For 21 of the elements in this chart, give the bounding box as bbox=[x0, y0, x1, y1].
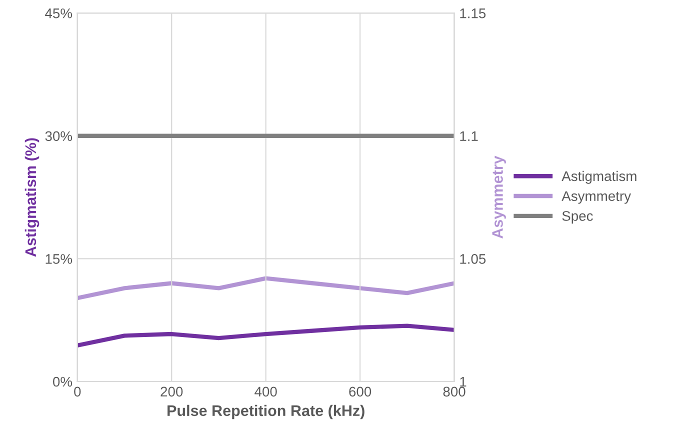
x-tick-label: 400 bbox=[254, 386, 277, 397]
legend-label: Spec bbox=[562, 211, 593, 224]
y-tick-label: 0% bbox=[53, 376, 72, 387]
y-tick-label: 15% bbox=[46, 254, 72, 264]
legend-label: Asymmetry bbox=[562, 191, 632, 204]
y-tick-label: 45% bbox=[45, 8, 72, 18]
x-tick-label: 0 bbox=[74, 386, 81, 397]
y2-axis-title: Asymmetry bbox=[492, 156, 506, 239]
x-tick-label: 600 bbox=[349, 386, 372, 397]
x-tick-label: 200 bbox=[160, 386, 183, 397]
x-tick-label: 800 bbox=[443, 386, 466, 397]
y2-tick-label: 1.1 bbox=[460, 131, 478, 141]
y2-tick-label: 1 bbox=[460, 376, 466, 387]
y2-tick-label: 1.15 bbox=[460, 8, 486, 18]
line-series bbox=[77, 276, 454, 300]
y2-tick-label: 1.05 bbox=[460, 254, 486, 264]
y-axis-title: Astigmatism (%) bbox=[24, 138, 40, 257]
x-axis-title: Pulse Repetition Rate (kHz) bbox=[168, 404, 364, 420]
y-tick-label: 30% bbox=[45, 131, 72, 142]
line-series bbox=[77, 324, 454, 348]
legend-label: Astigmatism bbox=[562, 170, 636, 184]
